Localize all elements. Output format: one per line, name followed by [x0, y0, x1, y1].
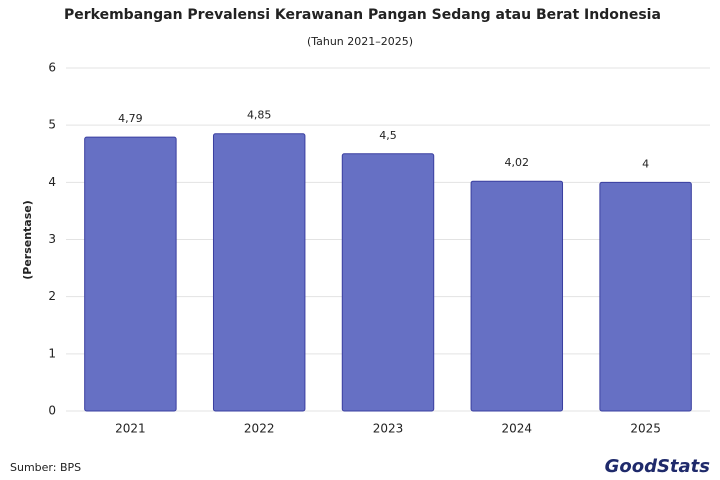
- y-tick-label: 6: [48, 61, 56, 75]
- source: Sumber: BPS: [10, 461, 81, 474]
- chart-title: Perkembangan Prevalensi Kerawanan Pangan…: [64, 7, 661, 23]
- bar: [341, 153, 435, 412]
- x-tick-label: 2024: [502, 422, 533, 436]
- x-tick-label: 2021: [115, 422, 146, 436]
- bar: [470, 180, 564, 412]
- value-label: 4,79: [118, 112, 143, 125]
- x-tick-label: 2022: [244, 422, 275, 436]
- bar: [84, 136, 177, 412]
- x-tick-label: 2023: [373, 422, 404, 436]
- y-tick-label: 3: [48, 232, 56, 246]
- value-label: 4,02: [505, 156, 530, 169]
- y-tick-label: 2: [48, 289, 56, 303]
- y-tick-label: 5: [48, 118, 56, 132]
- bar: [599, 181, 692, 412]
- y-tick-label: 1: [48, 346, 56, 360]
- y-axis-label: (Persentase): [21, 200, 34, 280]
- x-tick-label: 2025: [630, 422, 661, 436]
- logo: GoodStats: [605, 456, 711, 477]
- value-label: 4,85: [247, 109, 272, 122]
- y-tick-label: 0: [48, 404, 56, 418]
- y-tick-label: 4: [48, 175, 56, 189]
- value-label: 4: [642, 157, 649, 170]
- value-label: 4,5: [379, 129, 397, 142]
- bar: [212, 133, 306, 412]
- chart-subtitle: (Tahun 2021–2025): [307, 35, 413, 48]
